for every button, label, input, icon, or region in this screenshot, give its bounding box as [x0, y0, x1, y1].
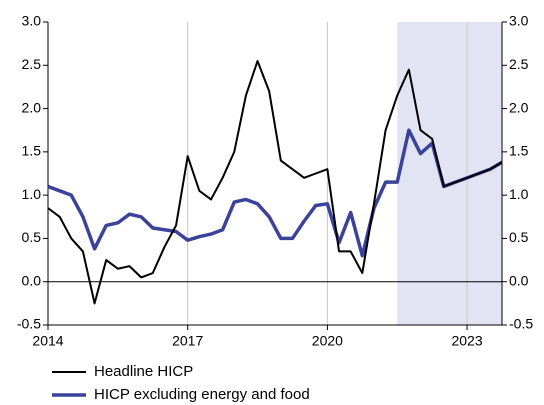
y-tick-label: 0.0	[22, 272, 42, 288]
y-tick-label: 2.0	[22, 99, 42, 115]
y2-tick-label: 0.0	[509, 272, 529, 288]
y-tick-label: -0.5	[17, 316, 41, 332]
y2-tick-label: 2.0	[509, 99, 529, 115]
y-tick-label: 3.0	[22, 13, 42, 29]
y2-tick-label: 1.5	[509, 143, 529, 159]
y2-tick-label: 2.5	[509, 56, 529, 72]
y-tick-label: 1.0	[22, 186, 42, 202]
x-tick-label: 2017	[172, 333, 203, 349]
legend-label: HICP excluding energy and food	[94, 386, 310, 403]
projection-shade	[397, 22, 502, 325]
series-line	[47, 59, 503, 305]
legend-label: Headline HICP	[94, 363, 193, 380]
x-tick-label: 2014	[32, 333, 63, 349]
y2-tick-label: -0.5	[509, 316, 533, 332]
y-tick-label: 2.5	[22, 56, 42, 72]
y-tick-label: 0.5	[22, 229, 42, 245]
y2-tick-label: 1.0	[509, 186, 529, 202]
y2-tick-label: 0.5	[509, 229, 529, 245]
x-tick-label: 2023	[451, 333, 482, 349]
y-tick-label: 1.5	[22, 143, 42, 159]
series-line	[47, 128, 503, 258]
y2-tick-label: 3.0	[509, 13, 529, 29]
x-tick-label: 2020	[312, 333, 343, 349]
